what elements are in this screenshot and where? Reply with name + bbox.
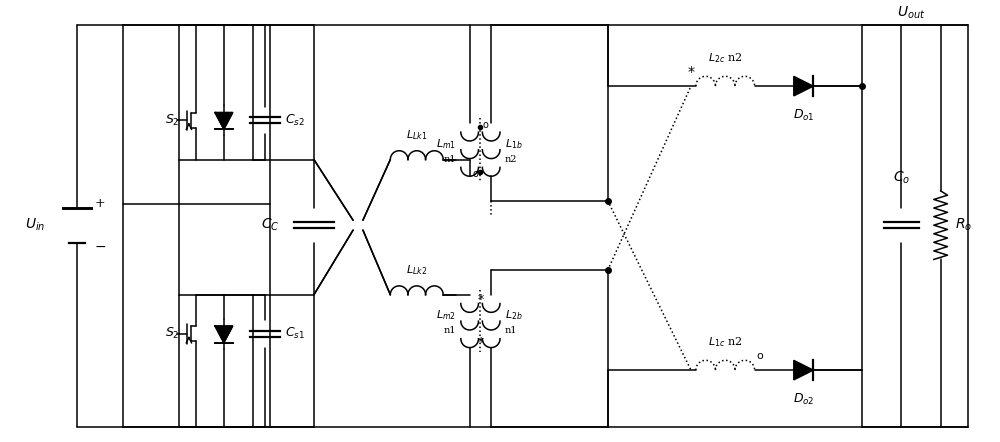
Text: $L_{1b}$: $L_{1b}$ <box>505 137 523 151</box>
Text: n1: n1 <box>443 155 456 164</box>
Text: $L_{Lk2}$: $L_{Lk2}$ <box>406 263 427 277</box>
Polygon shape <box>215 113 233 129</box>
Text: n1: n1 <box>443 327 456 335</box>
Text: $L_{1c}$ n2: $L_{1c}$ n2 <box>708 335 742 349</box>
Text: *: * <box>687 65 694 80</box>
Text: $U_{in}$: $U_{in}$ <box>25 217 46 233</box>
Text: $L_{2b}$: $L_{2b}$ <box>505 309 523 322</box>
Text: +: + <box>95 197 105 210</box>
Polygon shape <box>794 360 813 380</box>
Text: $D_{o1}$: $D_{o1}$ <box>793 108 814 123</box>
Text: $R_o$: $R_o$ <box>955 217 973 233</box>
Text: o: o <box>473 169 478 179</box>
Text: $C_C$: $C_C$ <box>261 217 279 233</box>
Text: $S_2$: $S_2$ <box>165 326 179 341</box>
Polygon shape <box>215 326 233 343</box>
Text: $L_{m1}$: $L_{m1}$ <box>436 137 456 151</box>
Text: *: * <box>477 336 484 349</box>
Text: n2: n2 <box>505 155 517 164</box>
Text: $U_{out}$: $U_{out}$ <box>897 4 925 20</box>
Text: $L_{m2}$: $L_{m2}$ <box>436 309 456 322</box>
Text: *: * <box>477 293 484 306</box>
Text: n1: n1 <box>505 327 517 335</box>
Text: −: − <box>95 240 106 254</box>
Text: $C_{s1}$: $C_{s1}$ <box>285 326 305 341</box>
Text: $L_{Lk1}$: $L_{Lk1}$ <box>406 128 427 142</box>
Text: $D_{o2}$: $D_{o2}$ <box>793 392 814 407</box>
Text: o: o <box>756 351 763 362</box>
Polygon shape <box>794 76 813 96</box>
Text: o: o <box>482 120 488 130</box>
Text: $C_o$: $C_o$ <box>893 170 910 186</box>
Text: $S_2$: $S_2$ <box>165 113 179 128</box>
Text: $L_{2c}$ n2: $L_{2c}$ n2 <box>708 51 742 65</box>
Text: $C_{s2}$: $C_{s2}$ <box>285 113 304 128</box>
